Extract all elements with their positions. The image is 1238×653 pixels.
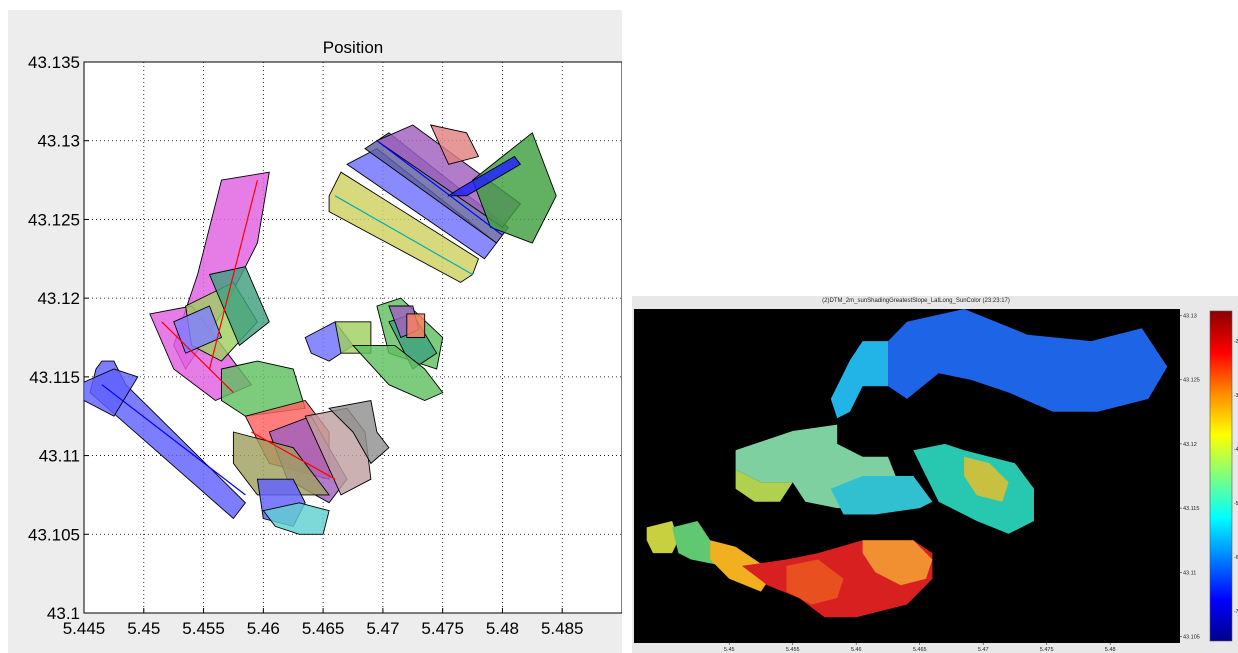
- x-tick-label: 5.47: [978, 647, 989, 653]
- survey-track: [251, 431, 336, 480]
- y-tick-label: 43.115: [1183, 506, 1199, 512]
- x-tick-label: 5.46: [247, 619, 280, 638]
- depth-region: [862, 540, 933, 586]
- survey-track: [161, 321, 234, 394]
- x-tick-label: 5.465: [913, 647, 927, 653]
- survey-swath: [406, 313, 426, 338]
- x-tick-label: 5.475: [421, 619, 464, 638]
- x-tick-label: 5.455: [182, 619, 225, 638]
- x-tick-label: 5.475: [1040, 647, 1054, 653]
- x-tick-label: 5.47: [366, 619, 399, 638]
- depth-region-group: [646, 309, 1168, 618]
- y-tick-label: 43.135: [28, 53, 80, 72]
- survey-track: [101, 384, 246, 496]
- x-tick-label: 5.45: [724, 647, 735, 653]
- x-tick-label: 5.46: [851, 647, 862, 653]
- y-tick-label: 43.12: [37, 289, 80, 308]
- bathymetry-chart: 5.45 5.455 5.46 5.465 5.47 5.475 5.48 43.13 43.1…: [634, 309, 1238, 653]
- depth-region: [830, 476, 933, 515]
- x-tick-label: 5.48: [486, 619, 519, 638]
- x-tick-label: 5.45: [127, 619, 160, 638]
- y-tick-label: 43.11: [1183, 570, 1196, 576]
- bathymetry-figure: (2)DTM_2m_sunShadingGreatestSlope_LatLon…: [632, 296, 1238, 653]
- chart-title: Position: [323, 38, 383, 57]
- colorbar-tick-label: -50: [1234, 501, 1238, 507]
- survey-swath: [89, 360, 246, 520]
- depth-region: [735, 469, 793, 502]
- colorbar-tick-label: -20: [1234, 339, 1238, 345]
- x-tick-label: 5.48: [1105, 647, 1116, 653]
- survey-swath: [429, 124, 480, 165]
- survey-track: [334, 195, 473, 276]
- x-tick-label: 5.455: [786, 647, 800, 653]
- y-tick-label: 43.105: [1183, 635, 1200, 641]
- colorbar-tick-label: -70: [1234, 609, 1238, 615]
- depth-region: [830, 341, 888, 419]
- x-tick-label: 5.465: [302, 619, 345, 638]
- y-tick-label: 43.125: [1183, 378, 1200, 384]
- x-tick-label: 5.445: [63, 619, 106, 638]
- depth-region: [646, 521, 679, 554]
- y-tick-label: 43.12: [1183, 442, 1197, 448]
- survey-swath: [173, 305, 223, 354]
- depth-region: [786, 559, 844, 605]
- survey-swath: [328, 399, 390, 465]
- survey-swath: [208, 266, 270, 347]
- colorbar-tick-label: -60: [1234, 555, 1238, 561]
- survey-swath: [472, 132, 557, 244]
- depth-region: [862, 309, 1168, 412]
- survey-swath: [447, 155, 522, 197]
- position-chart: 5.445 5.45 5.455 5.46 5.465 5.47 5.475 5.48 5.48…: [28, 38, 622, 638]
- survey-swath: [84, 368, 139, 417]
- survey-swath: [262, 502, 330, 535]
- survey-track: [376, 140, 503, 236]
- survey-swath: [351, 344, 444, 401]
- depth-region: [964, 456, 1009, 502]
- y-tick-label: 43.115: [29, 368, 80, 387]
- survey-track: [208, 179, 258, 370]
- swath-group: [84, 124, 557, 535]
- y-tick-label: 43.11: [39, 447, 80, 466]
- bathymetry-title: (2)DTM_2m_sunShadingGreatestSlope_LatLon…: [822, 298, 1010, 304]
- colorbar-tick-label: -40: [1234, 447, 1238, 453]
- x-tick-label: 5.485: [541, 619, 584, 638]
- position-figure: 5.445 5.45 5.455 5.46 5.465 5.47 5.475 5.48 5.48…: [8, 10, 622, 653]
- y-tick-label: 43.1: [47, 604, 80, 623]
- colorbar-tick-label: -30: [1234, 393, 1238, 399]
- y-tick-label: 43.13: [1183, 313, 1197, 319]
- y-tick-label: 43.13: [37, 132, 80, 151]
- y-tick-label: 43.105: [28, 525, 80, 544]
- y-tick-label: 43.125: [28, 210, 80, 229]
- colorbar: [1209, 310, 1233, 642]
